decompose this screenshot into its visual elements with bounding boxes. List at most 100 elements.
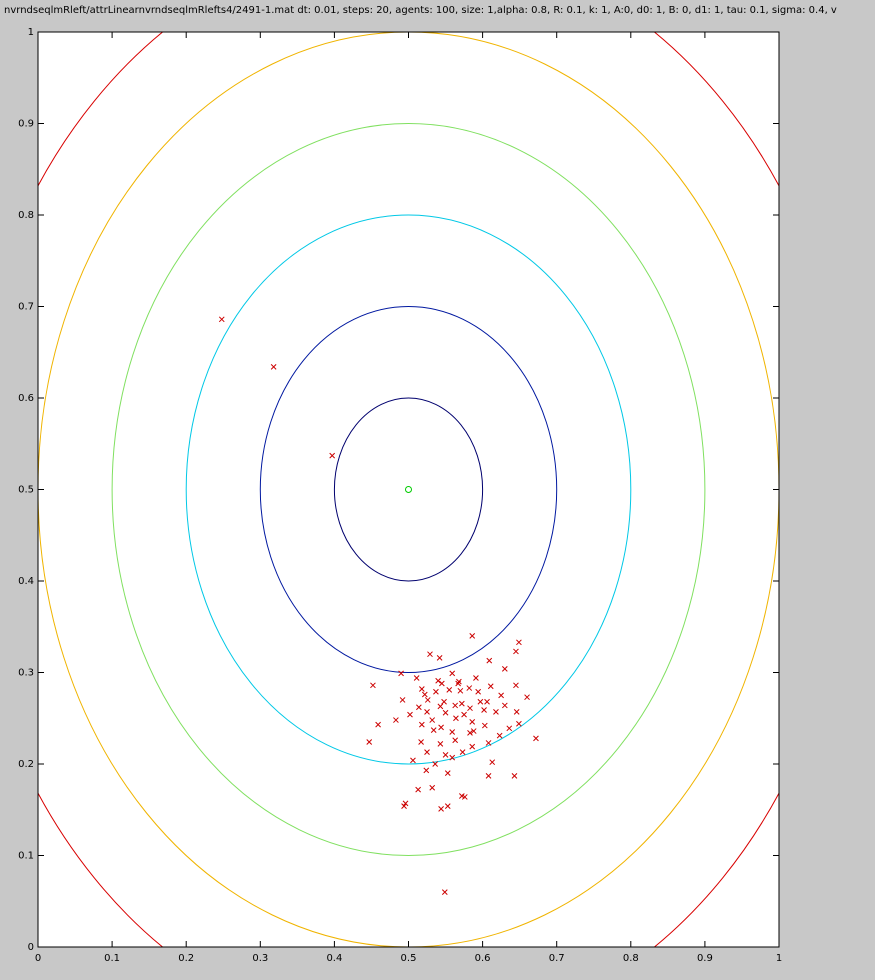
- plot-area: [38, 32, 779, 947]
- point: [329, 452, 336, 459]
- point: [436, 655, 443, 661]
- point: [469, 633, 476, 639]
- point: [511, 773, 518, 779]
- point: [401, 803, 407, 809]
- point: [418, 739, 424, 745]
- x-tick-label: 0.4: [326, 953, 342, 964]
- point: [441, 889, 448, 895]
- point: [506, 725, 513, 732]
- point: [524, 694, 530, 701]
- point: [218, 316, 225, 323]
- point: [481, 722, 488, 729]
- point: [467, 705, 473, 712]
- point: [453, 715, 459, 722]
- point: [398, 670, 404, 677]
- x-tick-label: 0.7: [549, 953, 565, 964]
- point: [493, 708, 499, 715]
- x-tick-label: 0.9: [697, 953, 713, 964]
- x-tick-label: 0.8: [623, 953, 639, 964]
- point: [498, 692, 504, 699]
- x-tick-label: 0.1: [104, 953, 120, 964]
- point: [501, 665, 508, 672]
- point: [444, 803, 451, 809]
- point: [461, 794, 468, 800]
- point: [442, 709, 449, 716]
- point: [456, 678, 462, 685]
- point: [421, 691, 428, 698]
- point: [449, 729, 456, 735]
- point: [467, 730, 473, 736]
- x-tick-label: 0.6: [475, 953, 491, 964]
- point: [458, 700, 465, 707]
- point: [470, 728, 477, 734]
- point: [438, 805, 444, 812]
- point: [452, 737, 459, 744]
- point: [449, 754, 456, 761]
- point: [487, 683, 494, 690]
- point: [481, 707, 487, 713]
- y-tick-label: 0.3: [18, 668, 34, 679]
- point: [455, 680, 462, 687]
- point: [418, 686, 425, 692]
- y-tick-label: 0.9: [18, 119, 34, 130]
- contour: [333, 397, 484, 582]
- point: [432, 761, 439, 767]
- y-tick-label: 1: [28, 27, 34, 38]
- point: [438, 724, 444, 731]
- point: [407, 711, 413, 718]
- point: [410, 757, 416, 764]
- point: [475, 688, 482, 695]
- contour-group: [38, 32, 779, 947]
- point: [473, 675, 479, 681]
- point: [427, 651, 433, 658]
- x-tick-label: 0: [35, 953, 41, 964]
- point: [375, 721, 381, 728]
- point: [449, 670, 456, 677]
- point: [438, 680, 445, 687]
- x-tick-label: 0.2: [178, 953, 194, 964]
- point: [442, 751, 449, 758]
- point: [435, 677, 441, 684]
- point: [469, 743, 476, 750]
- y-tick-label: 0: [28, 942, 34, 953]
- point: [485, 773, 492, 779]
- point: [459, 749, 466, 755]
- point: [457, 687, 464, 694]
- point: [496, 732, 503, 739]
- point: [423, 767, 430, 774]
- x-tick-label: 1: [776, 953, 782, 964]
- point: [452, 702, 459, 709]
- point: [418, 721, 425, 728]
- point: [270, 364, 277, 370]
- y-tick-label: 0.6: [18, 393, 34, 404]
- point: [413, 675, 420, 681]
- point: [415, 786, 421, 793]
- point: [416, 704, 422, 711]
- contour: [185, 214, 632, 765]
- point: [533, 735, 539, 742]
- point: [446, 687, 453, 693]
- point: [424, 697, 431, 703]
- target-marker: [405, 486, 412, 493]
- point: [469, 719, 476, 725]
- point: [429, 784, 436, 791]
- point: [466, 685, 473, 691]
- point: [424, 749, 430, 755]
- point: [501, 702, 508, 709]
- contour: [259, 306, 558, 673]
- y-tick-label: 0.4: [18, 576, 34, 587]
- point: [429, 717, 436, 723]
- contour: [111, 123, 706, 856]
- point: [393, 717, 399, 723]
- chart-title: nvrndseqlmRleft/attrLinearnvrndseqlmRlef…: [4, 5, 837, 16]
- point: [489, 759, 496, 766]
- point: [424, 708, 430, 715]
- point: [477, 698, 484, 705]
- point-group: [218, 316, 539, 895]
- point: [402, 800, 409, 807]
- point: [399, 697, 406, 703]
- x-tick-label: 0.3: [252, 953, 268, 964]
- point: [461, 711, 467, 718]
